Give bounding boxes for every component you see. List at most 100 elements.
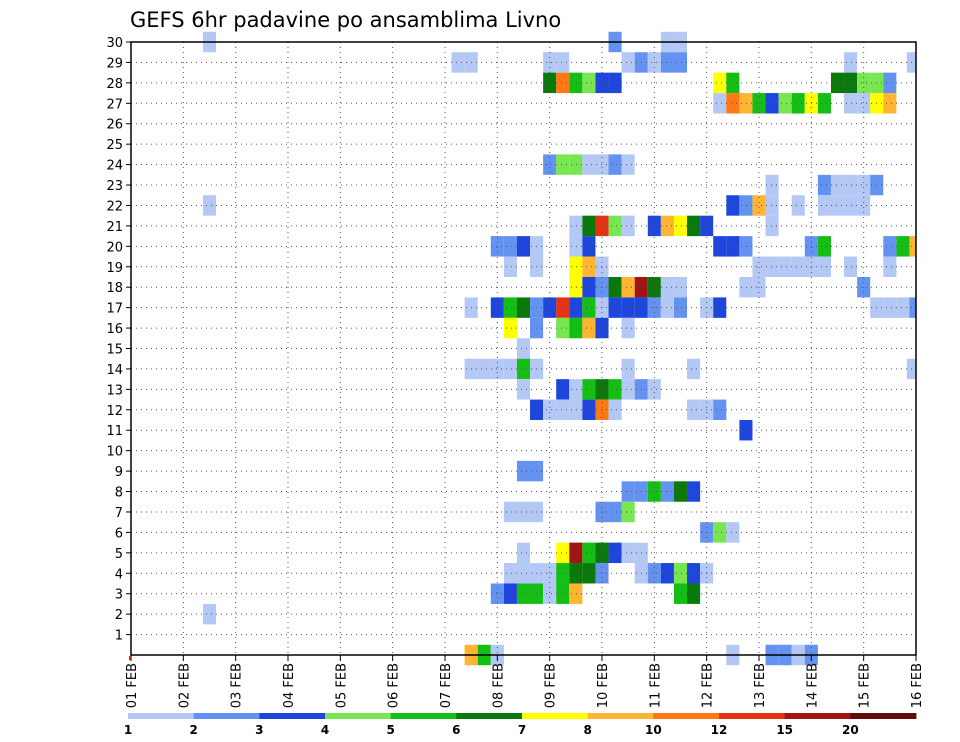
heatmap-cell-147 [503,358,517,380]
heatmap-cell-209 [673,563,688,584]
heatmap-cell-210 [687,563,701,584]
x-tick-label: 01 FEB [125,663,140,708]
heatmap-cell-177 [647,481,661,502]
heatmap-cell-151 [687,358,701,380]
heatmap-cell-168 [608,399,622,421]
x-tick-label: 02 FEB [177,663,192,708]
heatmap-cell-198 [503,563,517,584]
heatmap-cell-50 [830,174,845,196]
y-tick-label: 27 [106,97,123,112]
heatmap-cell-44 [582,154,596,175]
heatmap-cell-120 [556,297,570,318]
heatmap-cell-18 [582,72,596,94]
heatmap-cell-91 [569,256,583,277]
heatmap-cell-24 [844,72,858,94]
heatmap-cell-203 [569,563,583,584]
heatmap-cell-175 [621,481,635,502]
heatmap-cell-133 [883,297,897,318]
heatmap-cell-111 [739,276,753,298]
y-tick-label: 24 [106,159,123,174]
heatmap-cell-186 [621,501,635,523]
heatmap-cell-37 [844,93,858,114]
heatmap-cell-29 [726,93,740,114]
heatmap-cell-129 [673,297,688,318]
heatmap-cell-49 [817,174,831,196]
heatmap-cell-99 [817,256,831,277]
x-tick-label: 08 FEB [491,663,506,708]
heatmap-cell-156 [582,379,596,400]
heatmap-cell-172 [739,420,753,441]
heatmap-cell-55 [726,195,740,216]
heatmap-cell-185 [608,501,622,523]
heatmap-cell-36 [817,93,831,114]
heatmap-cell-131 [713,297,727,318]
heatmap-cell-4 [451,52,465,73]
heatmap-cell-52 [857,174,871,196]
heatmap-cell-86 [883,236,897,257]
colorbar-segment-7 [522,713,589,719]
y-tick-label: 3 [115,588,123,603]
heatmap-cell-136 [503,317,517,339]
x-tick-label: 04 FEB [282,663,297,708]
heatmap-cell-169 [687,399,701,421]
heatmap-cell-16 [556,72,570,94]
heatmap-cell-122 [582,297,596,318]
heatmap-cell-95 [765,256,779,277]
colorbar-segment-12 [850,713,917,719]
heatmap-cell-135 [909,297,916,318]
heatmap-cell-106 [621,276,635,298]
heatmap-cell-189 [726,522,740,543]
colorbar: 1 2 3 4 5 6 7 8 10 12 15 20 [124,713,917,737]
heatmap-cell-214 [516,583,531,604]
heatmap-cell-92 [582,256,596,277]
y-tick-label: 7 [115,506,123,521]
heatmap-cell-178 [660,481,674,502]
heatmap-cell-85 [817,236,831,257]
heatmap-cell-146 [490,358,504,380]
heatmap-cell-220 [687,583,701,604]
heatmap-cell-33 [778,93,792,114]
y-tick-label: 21 [106,220,123,235]
heatmap-cell-97 [791,256,805,277]
y-tick-label: 14 [106,363,123,378]
heatmap-cell-202 [556,563,570,584]
heatmap-cell-181 [503,501,517,523]
heatmap-cell-64 [569,215,583,237]
x-tick-label: 14 FEB [805,663,820,708]
y-tick-label: 5 [115,547,123,562]
heatmap-cell-196 [621,542,635,564]
x-tick-label: 07 FEB [439,663,454,708]
heatmap-cell-20 [608,72,622,94]
heatmap-cell-213 [503,583,517,604]
heatmap-cells [202,31,916,666]
heatmap-cell-74 [765,215,779,237]
heatmap-cell-110 [673,276,688,298]
heatmap-cell-208 [660,563,674,584]
heatmap-cell-70 [660,215,674,237]
colorbar-segment-5 [390,713,457,719]
y-tick-label: 19 [106,261,123,276]
heatmap-cell-145 [477,358,491,380]
heatmap-cell-217 [556,583,570,604]
colorbar-label: 20 [842,723,859,737]
heatmap-cell-81 [713,236,727,257]
heatmap-cell-166 [582,399,596,421]
heatmap-cell-65 [582,215,596,237]
chart-title: GEFS 6hr padavine po ansamblima Livno [130,8,561,32]
heatmap-cell-125 [621,297,635,318]
heatmap-cell-204 [582,563,596,584]
heatmap-cell-171 [713,399,727,421]
heatmap-cell-21 [713,72,727,94]
heatmap-cell-75 [490,236,504,257]
heatmap-cell-7 [556,52,570,73]
y-tick-label: 16 [106,322,123,337]
colorbar-segment-9 [653,713,720,719]
heatmap-cell-128 [660,297,674,318]
heatmap-cell-11 [660,52,674,73]
heatmap-cell-140 [582,317,596,339]
heatmap-cell-163 [543,399,557,421]
colorbar-label: 8 [583,723,591,737]
y-tick-label: 6 [115,526,123,541]
x-tick-label: 03 FEB [230,663,245,708]
